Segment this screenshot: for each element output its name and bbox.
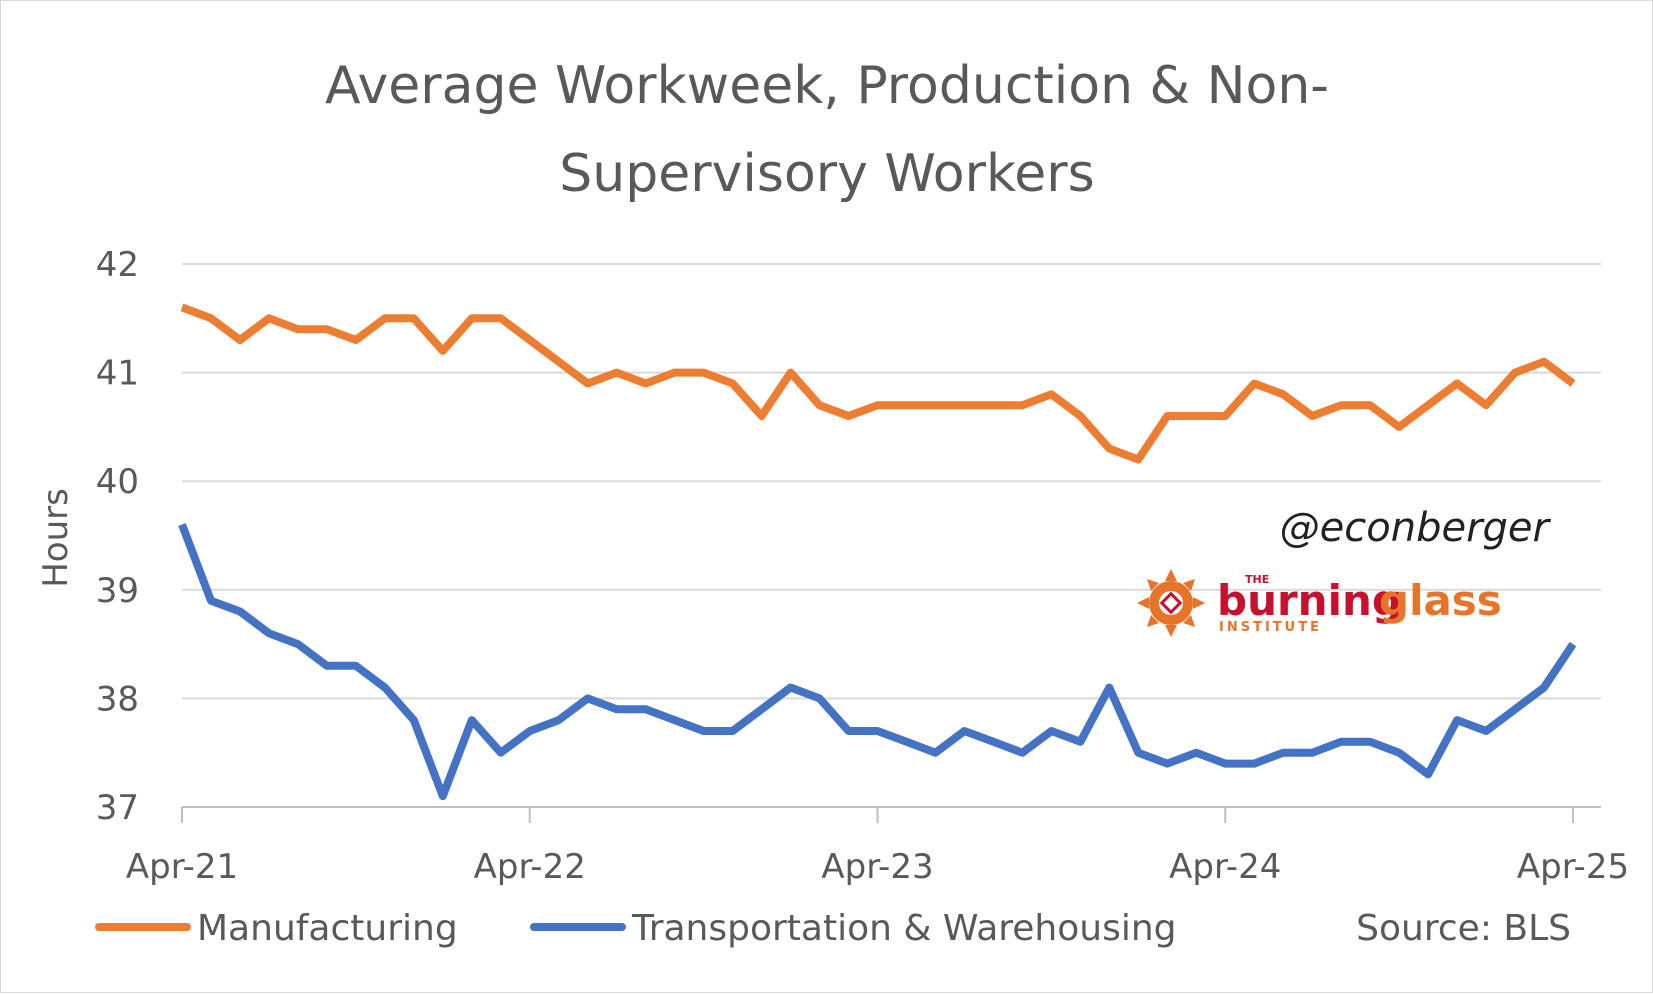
legend-label-manufacturing: Manufacturing — [197, 908, 458, 949]
y-tick-label-37: 37 — [96, 788, 139, 828]
x-tick-label-Apr-25: Apr-25 — [1517, 847, 1629, 887]
gridlines — [182, 263, 1601, 700]
y-axis-label: Hours — [36, 488, 76, 588]
logo-institute: INSTITUTE — [1219, 620, 1322, 635]
x-tick-label-Apr-22: Apr-22 — [474, 847, 586, 887]
sun-icon — [1137, 569, 1205, 637]
burning-glass-logo: THE burning glass INSTITUTE — [1137, 569, 1502, 637]
author-handle: @econberger — [1280, 505, 1552, 551]
legend: Manufacturing Transportation & Warehousi… — [95, 908, 1571, 949]
logo-glass: glass — [1379, 576, 1502, 625]
y-tick-label-39: 39 — [96, 571, 139, 611]
source-note: Source: BLS — [1356, 908, 1571, 949]
y-tick-label-41: 41 — [96, 354, 139, 394]
y-tick-label-40: 40 — [96, 462, 139, 502]
x-tick-label-Apr-21: Apr-21 — [126, 847, 238, 887]
series-layer — [178, 303, 1577, 801]
x-tick-labels: Apr-21 Apr-22 Apr-23 Apr-24 Apr-25 — [126, 847, 1629, 887]
x-axis — [181, 806, 1601, 823]
logo-the: THE — [1245, 573, 1269, 586]
logo-burning: burning — [1217, 576, 1402, 625]
y-tick-label-42: 42 — [96, 245, 139, 285]
series-line-manufacturing — [180, 303, 1576, 464]
x-tick-label-Apr-24: Apr-24 — [1169, 847, 1281, 887]
legend-label-transportation: Transportation & Warehousing — [631, 908, 1177, 949]
y-tick-labels: 37 38 39 40 41 42 — [96, 245, 139, 828]
series-line-transportation — [178, 523, 1577, 801]
chart-title-line-1: Average Workweek, Production & Non- — [325, 56, 1329, 116]
y-tick-label-38: 38 — [96, 679, 139, 719]
x-tick-label-Apr-23: Apr-23 — [821, 847, 933, 887]
chart-title-line-2: Supervisory Workers — [559, 144, 1094, 204]
